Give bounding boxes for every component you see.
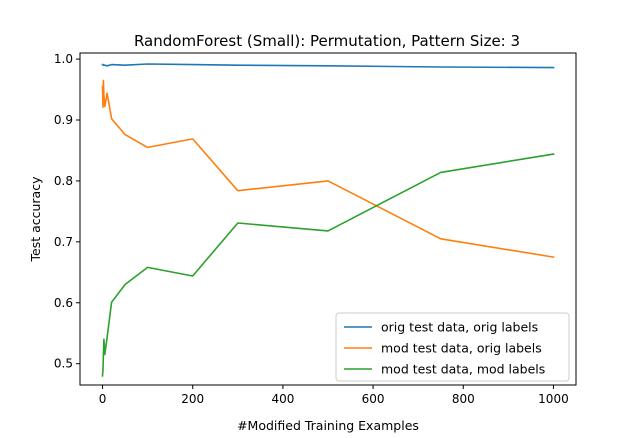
y-axis-label: Test accuracy (28, 176, 43, 263)
y-tick-label: 0.6 (54, 296, 73, 310)
legend-label-1: orig test data, orig labels (381, 320, 538, 335)
x-tick-label: 200 (181, 392, 204, 406)
y-axis: 0.5 0.6 0.7 0.8 0.9 1.0 (54, 52, 80, 371)
x-tick-label: 1000 (538, 392, 569, 406)
x-tick-label: 400 (271, 392, 294, 406)
series-line-3 (101, 153, 555, 377)
legend-label-2: mod test data, orig labels (381, 341, 542, 356)
x-tick-label: 0 (99, 392, 107, 406)
y-tick-label: 1.0 (54, 52, 73, 66)
series-lines (101, 63, 555, 377)
y-tick-label: 0.8 (54, 174, 73, 188)
chart-title: RandomForest (Small): Permutation, Patte… (134, 32, 520, 50)
y-tick-label: 0.5 (54, 357, 73, 371)
y-tick-label: 0.9 (54, 113, 73, 127)
plot-area-frame (79, 52, 577, 386)
legend: orig test data, orig labels mod test data… (335, 312, 570, 382)
legend-box (335, 312, 570, 382)
x-tick-label: 800 (452, 392, 475, 406)
x-tick-label: 600 (362, 392, 385, 406)
legend-label-3: mod test data, mod labels (381, 362, 545, 377)
x-axis: 0 200 400 600 800 1000 (99, 385, 569, 406)
y-tick-label: 0.7 (54, 235, 73, 249)
series-line-2 (101, 79, 555, 259)
x-axis-label: #Modified Training Examples (237, 418, 419, 433)
series-line-1 (101, 63, 555, 69)
